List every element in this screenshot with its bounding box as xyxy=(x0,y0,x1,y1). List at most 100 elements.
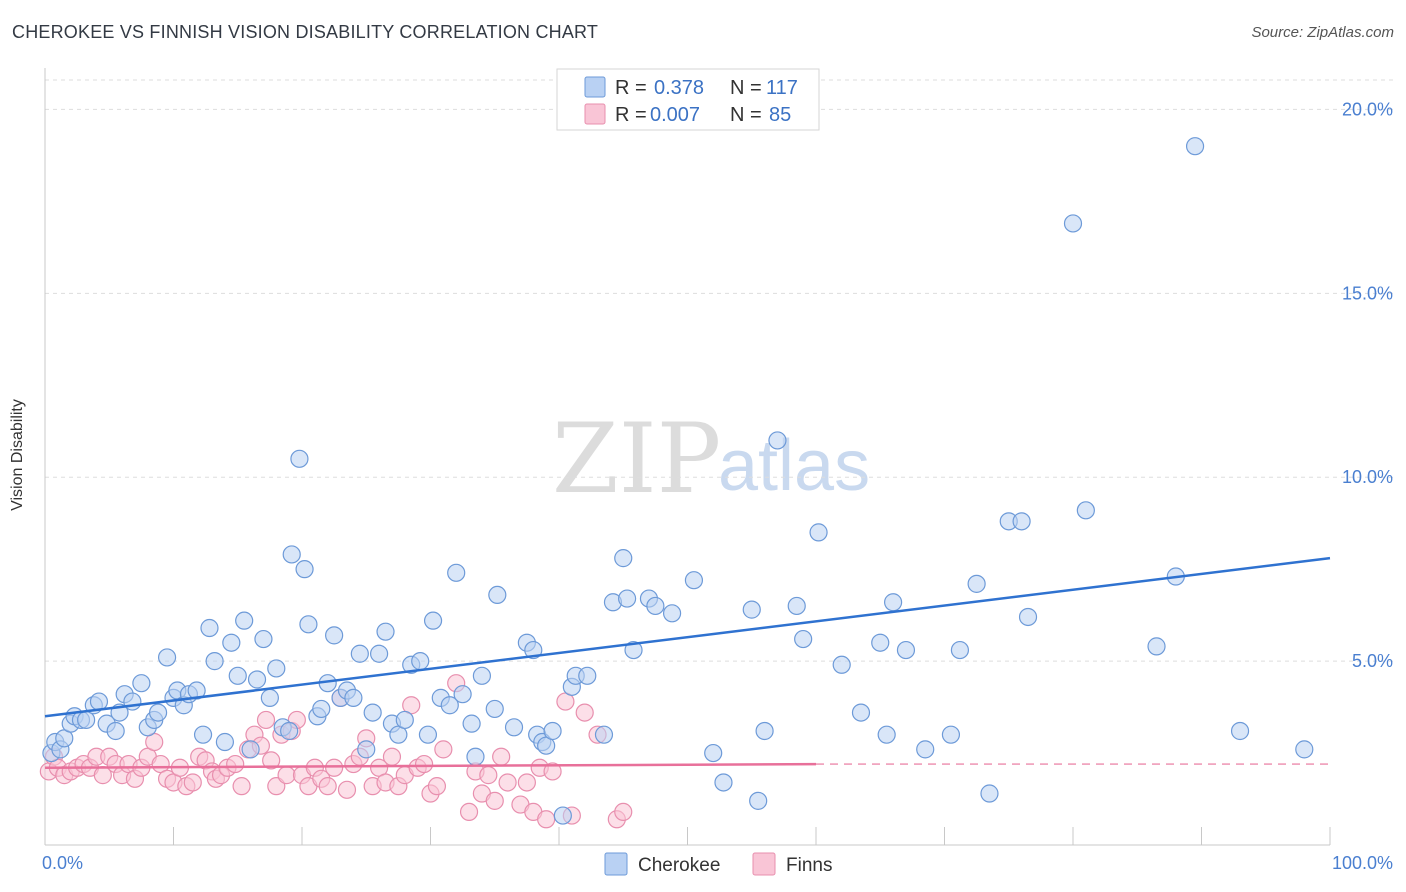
cherokee-point-42 xyxy=(299,615,318,634)
x-tick-label-0: 0.0% xyxy=(42,853,83,873)
cherokee-point-112 xyxy=(1012,512,1031,531)
y-tick-labels: 5.0% 10.0% 15.0% 20.0% xyxy=(1342,99,1393,671)
cherokee-point-24 xyxy=(187,681,206,700)
legend-r-value-cherokee: 0.378 xyxy=(654,77,704,99)
series-legend-swatch-finns xyxy=(752,852,776,876)
cherokee-point-39 xyxy=(282,545,301,564)
finns-point-78 xyxy=(543,762,562,781)
cherokee-point-104 xyxy=(883,593,903,612)
cherokee-point-102 xyxy=(871,633,890,652)
cherokee-point-100 xyxy=(832,655,851,674)
legend-n-value-finns: 85 xyxy=(769,104,791,126)
cherokee-point-107 xyxy=(941,725,961,744)
cherokee-point-9 xyxy=(89,692,109,711)
y-tick-label-0: 5.0% xyxy=(1352,651,1393,671)
finns-point-23 xyxy=(183,773,202,792)
cherokee-point-95 xyxy=(755,721,774,741)
cherokee-point-33 xyxy=(247,670,267,689)
cherokee-point-63 xyxy=(440,696,459,715)
cherokee-point-31 xyxy=(235,611,254,630)
finns-point-64 xyxy=(434,740,453,759)
legend-swatch-finns xyxy=(584,103,606,125)
cherokee-point-116 xyxy=(1147,637,1166,656)
finns-point-56 xyxy=(382,747,402,766)
legend-n-label-cherokee: N = xyxy=(730,77,762,99)
grid-lines xyxy=(45,79,1393,662)
cherokee-point-46 xyxy=(325,626,344,645)
cherokee-point-14 xyxy=(123,692,142,711)
cherokee-point-15 xyxy=(132,674,151,693)
trend-lines xyxy=(44,556,1331,770)
cherokee-point-51 xyxy=(357,740,376,759)
cherokee-point-69 xyxy=(485,699,504,719)
y-tick-label-3: 20.0% xyxy=(1342,99,1393,119)
cherokee-point-28 xyxy=(215,732,234,752)
cherokee-point-98 xyxy=(794,629,813,649)
cherokee-point-90 xyxy=(684,571,704,590)
finns-point-74 xyxy=(517,773,536,792)
cherokee-point-65 xyxy=(453,685,472,704)
finns-point-35 xyxy=(256,710,276,730)
finns-trend-line xyxy=(44,762,817,770)
watermark: ZIP atlas xyxy=(552,403,870,515)
cherokee-point-113 xyxy=(1018,607,1038,627)
cherokee-point-50 xyxy=(350,644,369,663)
finns-point-66 xyxy=(459,802,479,821)
cherokee-point-44 xyxy=(312,699,331,719)
cherokee-point-53 xyxy=(370,644,389,663)
cherokee-point-29 xyxy=(222,633,241,652)
cherokee-point-82 xyxy=(594,725,614,744)
cherokee-point-27 xyxy=(205,652,224,671)
finns-point-36 xyxy=(262,751,281,770)
finns-point-70 xyxy=(485,791,504,810)
cherokee-point-97 xyxy=(787,596,806,616)
cherokee-point-30 xyxy=(228,666,247,685)
cherokee-point-67 xyxy=(466,747,485,766)
series-legend: Cherokee Finns xyxy=(604,852,832,876)
stats-legend: R = 0.378 N = 117 R = 0.007 N = 85 xyxy=(556,68,820,131)
finns-point-63 xyxy=(427,777,447,796)
finns-point-46 xyxy=(318,777,337,796)
finns-point-30 xyxy=(226,754,245,774)
cherokee-trend-line xyxy=(44,556,1331,718)
cherokee-point-92 xyxy=(714,773,733,792)
cherokee-point-18 xyxy=(148,703,168,722)
cherokee-point-81 xyxy=(578,666,597,685)
legend-n-value-cherokee: 117 xyxy=(766,77,798,99)
cherokee-point-66 xyxy=(462,714,481,733)
cherokee-point-19 xyxy=(157,648,177,667)
series-legend-swatch-cherokee xyxy=(604,852,628,876)
y-tick-label-1: 10.0% xyxy=(1342,467,1393,487)
cherokee-point-64 xyxy=(447,563,466,582)
cherokee-point-41 xyxy=(295,560,314,579)
cherokee-point-91 xyxy=(704,743,723,763)
legend-n-label-finns: N = xyxy=(730,104,762,126)
cherokee-point-99 xyxy=(809,523,828,542)
cherokee-point-70 xyxy=(488,585,507,605)
cherokee-point-103 xyxy=(877,725,896,744)
cherokee-point-38 xyxy=(280,721,299,741)
cherokee-point-73 xyxy=(524,640,543,660)
cherokee-point-36 xyxy=(267,659,286,678)
legend-r-value-finns: 0.007 xyxy=(650,104,700,126)
finns-point-31 xyxy=(232,777,251,796)
watermark-zip: ZIP xyxy=(552,403,721,515)
cherokee-point-57 xyxy=(395,710,414,730)
cherokee-point-88 xyxy=(646,596,665,616)
cherokee-point-108 xyxy=(950,640,970,660)
cherokee-point-60 xyxy=(418,725,438,744)
finns-point-71 xyxy=(492,747,511,766)
cherokee-point-68 xyxy=(472,666,491,685)
legend-r-label-cherokee: R = xyxy=(615,77,647,99)
cherokee-point-93 xyxy=(742,600,761,619)
cherokee-point-59 xyxy=(411,652,430,671)
cherokee-point-120 xyxy=(1295,740,1314,759)
cherokee-point-52 xyxy=(363,703,382,722)
cherokee-point-84 xyxy=(614,549,633,568)
y-tick-label-2: 15.0% xyxy=(1342,283,1393,303)
finns-point-69 xyxy=(479,766,498,785)
finns-point-49 xyxy=(337,780,357,799)
finns-point-61 xyxy=(414,754,434,774)
chart-title: CHEROKEE VS FINNISH VISION DISABILITY CO… xyxy=(12,22,599,42)
cherokee-point-115 xyxy=(1076,501,1095,520)
